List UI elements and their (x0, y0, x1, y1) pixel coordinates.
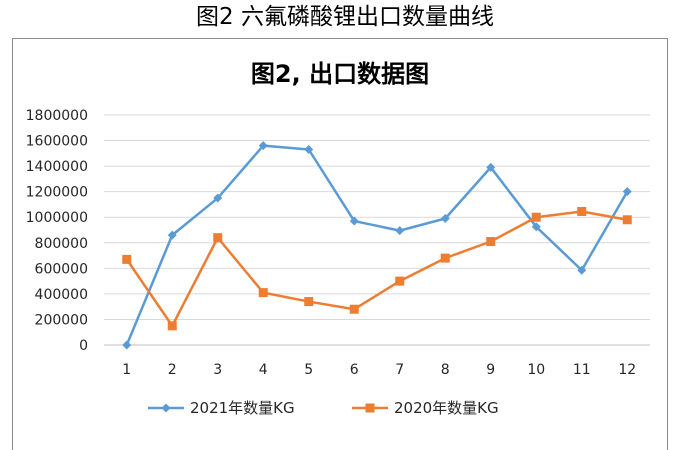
y-tick-label: 1400000 (26, 159, 88, 175)
data-point (304, 145, 314, 154)
data-point (122, 254, 132, 264)
x-tick-label: 12 (618, 362, 636, 378)
legend-label: 2021年数量KG (190, 399, 295, 417)
legend-label: 2020年数量KG (394, 399, 499, 417)
series-line (125, 144, 629, 346)
series-2 (122, 206, 632, 331)
gridlines (104, 114, 650, 346)
data-point (440, 253, 450, 263)
x-tick-label: 4 (259, 362, 268, 378)
data-point (395, 226, 405, 236)
x-tick-label: 2 (168, 362, 177, 378)
legend-item-1: 2021年数量KG (148, 399, 295, 417)
series-layer (122, 141, 632, 350)
chart-title: 图2, 出口数据图 (251, 60, 429, 88)
x-tick-label: 9 (486, 362, 495, 378)
data-point (349, 216, 359, 226)
data-point (486, 237, 496, 246)
data-point (122, 340, 132, 350)
data-point (622, 187, 632, 197)
x-tick-label: 1 (122, 362, 131, 378)
x-tick-label: 10 (527, 362, 545, 378)
data-point (577, 265, 587, 275)
y-tick-label: 200000 (35, 312, 88, 328)
data-point (531, 212, 541, 222)
data-point (213, 233, 223, 243)
data-point (349, 304, 359, 314)
chart-frame (12, 38, 668, 450)
y-tick-label: 600000 (35, 261, 88, 277)
x-tick-label: 6 (350, 362, 359, 378)
data-point (577, 206, 587, 216)
x-axis-ticks: 1 2 3 4 5 6 7 8 9 10 11 12 (122, 362, 636, 378)
legend-marker (161, 403, 171, 413)
data-point (304, 297, 314, 307)
data-point (258, 141, 268, 151)
data-point (486, 162, 496, 172)
data-point (213, 193, 223, 203)
y-tick-label: 800000 (35, 236, 88, 252)
series-1 (122, 141, 632, 350)
x-tick-label: 8 (441, 362, 450, 378)
legend-item-2: 2020年数量KG (352, 399, 499, 417)
data-point (395, 276, 405, 286)
figure-caption: 图2 六氟磷酸锂出口数量曲线 (196, 4, 494, 30)
data-point (531, 222, 541, 232)
y-tick-label: 1200000 (26, 185, 88, 201)
data-point (167, 230, 177, 240)
legend-marker (365, 403, 375, 413)
x-tick-label: 11 (573, 362, 591, 378)
y-tick-label: 0 (79, 338, 88, 354)
x-tick-label: 3 (213, 362, 222, 378)
legend: 2021年数量KG 2020年数量KG (148, 399, 499, 417)
data-point (167, 321, 177, 331)
y-tick-label: 1800000 (26, 108, 88, 124)
x-tick-label: 5 (304, 362, 313, 378)
y-tick-label: 1000000 (26, 210, 88, 226)
x-tick-label: 7 (395, 362, 404, 378)
data-point (258, 288, 268, 298)
series-line (125, 210, 628, 328)
y-tick-label: 400000 (35, 287, 88, 303)
data-point (622, 215, 632, 225)
y-tick-label: 1600000 (26, 134, 88, 150)
y-axis-ticks: 0 200000 400000 600000 800000 1000000 1200000 1… (26, 108, 88, 354)
data-point (440, 214, 450, 223)
